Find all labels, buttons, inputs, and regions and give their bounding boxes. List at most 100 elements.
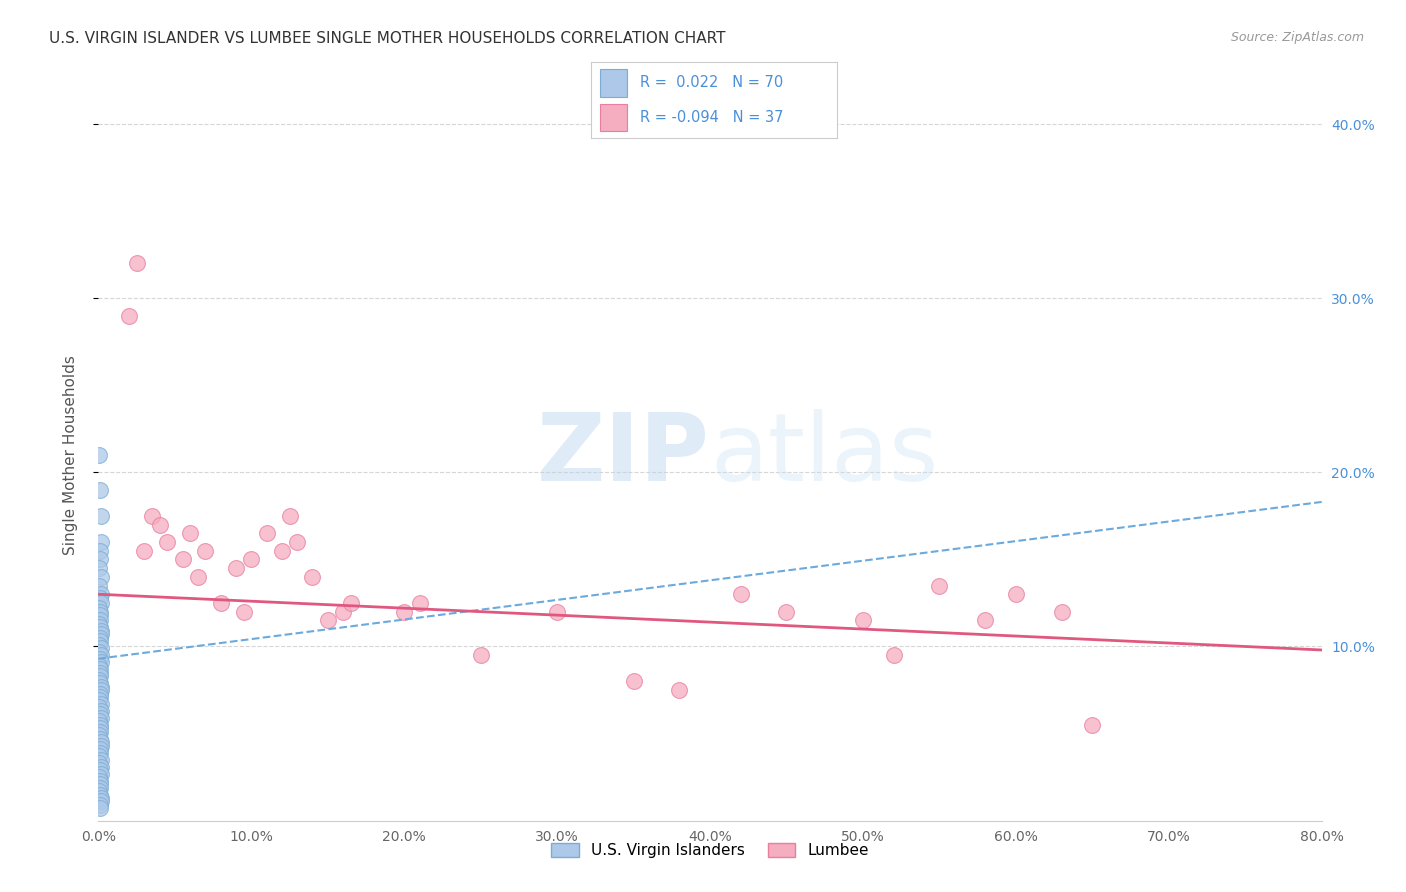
Point bbox=[89, 714, 111, 729]
Y-axis label: Single Mother Households: Single Mother Households bbox=[63, 355, 77, 555]
Point bbox=[256, 526, 278, 541]
Point bbox=[89, 591, 111, 605]
Point bbox=[270, 543, 292, 558]
Point bbox=[134, 543, 156, 558]
Point bbox=[90, 655, 112, 669]
Point bbox=[87, 578, 110, 592]
Point bbox=[118, 309, 141, 323]
FancyBboxPatch shape bbox=[600, 70, 627, 96]
Point bbox=[149, 517, 172, 532]
Point bbox=[179, 526, 201, 541]
Point bbox=[775, 605, 797, 619]
Point bbox=[90, 535, 112, 549]
Point bbox=[90, 791, 112, 805]
Point bbox=[89, 707, 111, 722]
Legend: U.S. Virgin Islanders, Lumbee: U.S. Virgin Islanders, Lumbee bbox=[546, 837, 875, 864]
Point bbox=[1081, 718, 1104, 732]
Point bbox=[89, 651, 111, 665]
Point bbox=[90, 759, 112, 773]
Point bbox=[89, 731, 111, 746]
Point bbox=[974, 613, 997, 627]
Point bbox=[89, 763, 111, 777]
Point bbox=[90, 587, 112, 601]
Point bbox=[89, 773, 111, 788]
Text: R = -0.094   N = 37: R = -0.094 N = 37 bbox=[640, 111, 783, 125]
Text: ZIP: ZIP bbox=[537, 409, 710, 501]
Point bbox=[89, 722, 111, 736]
Point bbox=[90, 735, 112, 749]
Point bbox=[89, 552, 111, 566]
Point bbox=[90, 627, 112, 641]
Point bbox=[89, 608, 111, 623]
Point bbox=[90, 508, 112, 523]
Point bbox=[89, 788, 111, 802]
Point bbox=[194, 543, 217, 558]
Point bbox=[546, 605, 568, 619]
Point bbox=[89, 669, 111, 683]
Text: U.S. VIRGIN ISLANDER VS LUMBEE SINGLE MOTHER HOUSEHOLDS CORRELATION CHART: U.S. VIRGIN ISLANDER VS LUMBEE SINGLE MO… bbox=[49, 31, 725, 46]
Point bbox=[89, 448, 111, 462]
Point bbox=[89, 673, 111, 687]
Point bbox=[90, 570, 112, 584]
Point bbox=[301, 570, 323, 584]
Point bbox=[89, 543, 111, 558]
Point bbox=[156, 535, 179, 549]
Point bbox=[90, 683, 112, 698]
Point bbox=[89, 605, 111, 619]
Point bbox=[89, 749, 111, 764]
Point bbox=[89, 638, 111, 652]
Point bbox=[668, 683, 690, 698]
Point bbox=[89, 693, 111, 707]
Point bbox=[89, 770, 111, 784]
Point bbox=[89, 728, 111, 742]
Point bbox=[89, 634, 111, 648]
Point bbox=[89, 676, 111, 690]
Point bbox=[90, 739, 112, 753]
Point bbox=[408, 596, 430, 610]
Point bbox=[90, 711, 112, 725]
Point bbox=[89, 724, 111, 739]
Point bbox=[316, 613, 339, 627]
Point bbox=[87, 700, 110, 714]
Point bbox=[172, 552, 194, 566]
Point bbox=[332, 605, 354, 619]
Point bbox=[730, 587, 752, 601]
Point bbox=[90, 753, 112, 767]
Point bbox=[89, 746, 111, 760]
Point bbox=[278, 508, 301, 523]
Point bbox=[90, 795, 112, 809]
Point bbox=[90, 704, 112, 718]
Point bbox=[623, 674, 645, 689]
Point bbox=[89, 718, 111, 732]
Point bbox=[89, 662, 111, 676]
Point bbox=[87, 645, 110, 659]
Point bbox=[141, 508, 163, 523]
Point bbox=[89, 613, 111, 627]
Point bbox=[89, 620, 111, 634]
Point bbox=[470, 648, 492, 663]
Point bbox=[90, 680, 112, 694]
Point bbox=[852, 613, 875, 627]
Point bbox=[89, 797, 111, 812]
FancyBboxPatch shape bbox=[600, 104, 627, 131]
Point bbox=[339, 596, 361, 610]
Point bbox=[1004, 587, 1026, 601]
Point bbox=[89, 777, 111, 791]
Point bbox=[89, 665, 111, 680]
Point bbox=[125, 256, 148, 270]
Point bbox=[89, 601, 111, 615]
Point bbox=[89, 686, 111, 700]
Point bbox=[89, 561, 111, 575]
Point bbox=[89, 631, 111, 645]
Point bbox=[392, 605, 416, 619]
Point bbox=[90, 641, 112, 656]
Point bbox=[209, 596, 232, 610]
Text: atlas: atlas bbox=[710, 409, 938, 501]
Point bbox=[89, 616, 111, 631]
Point bbox=[187, 570, 209, 584]
Point bbox=[90, 648, 112, 663]
Text: Source: ZipAtlas.com: Source: ZipAtlas.com bbox=[1230, 31, 1364, 45]
Point bbox=[90, 766, 112, 780]
Point bbox=[89, 690, 111, 704]
Point bbox=[285, 535, 308, 549]
